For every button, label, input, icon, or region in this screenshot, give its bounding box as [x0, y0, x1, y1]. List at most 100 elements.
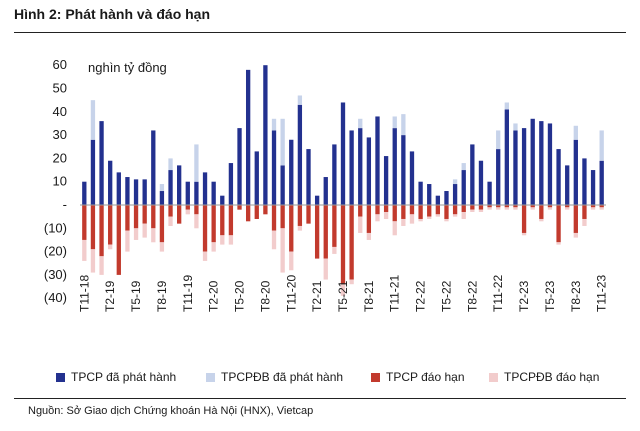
x-tick-label: T5-20 — [233, 280, 247, 312]
bar-tpcp-issued — [383, 156, 389, 205]
bar-tpcp-matured — [177, 205, 182, 224]
x-tick-label: T11-21 — [388, 275, 402, 312]
y-tick-label: 40 — [53, 104, 67, 119]
bar-tpcp-matured — [168, 205, 173, 217]
bar-tpcpdb-matured — [99, 256, 104, 275]
bar-tpcpdb-issued — [168, 158, 173, 171]
bar-tpcp-issued — [151, 130, 156, 205]
y-tick-label: 20 — [53, 150, 67, 165]
bar-tpcpdb-matured — [108, 244, 113, 250]
y-tick-label: (10) — [44, 220, 67, 235]
bar-tpcpdb-matured — [297, 225, 303, 231]
bar-tpcp-matured — [340, 205, 346, 285]
bar-tpcp-matured — [435, 205, 441, 215]
bar-tpcpdb-matured — [401, 218, 406, 226]
bar-tpcp-matured — [133, 205, 139, 229]
bar-tpcp-matured — [521, 205, 527, 233]
bar-tpcp-matured — [297, 205, 303, 226]
bar-tpcp-matured — [427, 205, 432, 217]
bar-tpcp-matured — [194, 205, 199, 215]
bar-tpcpdb-matured — [435, 214, 441, 217]
bar-tpcpdb-matured — [340, 284, 346, 296]
bar-tpcpdb-matured — [530, 207, 535, 210]
bar-tpcp-issued — [194, 181, 199, 205]
y-tick-label: (40) — [44, 290, 67, 305]
bar-tpcpdb-matured — [194, 214, 199, 229]
x-axis: T11-18 T2-19 T5-19 T8-19 T11-19 T2-20 T5-20 T8-… — [77, 275, 608, 312]
bar-tpcpdb-matured — [504, 207, 509, 210]
bar-tpcp-issued — [392, 128, 397, 205]
y-tick-label: 50 — [53, 81, 67, 96]
bar-tpcp-issued — [461, 170, 466, 205]
bar-tpcp-issued — [366, 137, 372, 205]
bar-tpcpdb-matured — [271, 230, 277, 250]
bar-tpcp-matured — [366, 205, 372, 233]
x-tick-label: T2-21 — [310, 280, 324, 312]
bar-tpcp-matured — [211, 205, 216, 243]
bar-tpcp-matured — [99, 205, 104, 257]
bar-tpcpdb-matured — [496, 207, 501, 210]
bar-tpcp-issued — [108, 160, 113, 205]
x-tick-label: T8-21 — [362, 280, 376, 312]
x-tick-label: T8-19 — [155, 280, 169, 312]
bar-tpcp-issued — [314, 195, 320, 205]
bar-tpcp-issued — [452, 184, 458, 205]
bar-tpcp-issued — [427, 184, 432, 205]
bar-tpcpdb-matured — [349, 279, 354, 285]
bar-tpcpdb-matured — [590, 207, 596, 210]
bar-tpcpdb-matured — [228, 235, 234, 245]
bar-tpcp-matured — [116, 205, 121, 275]
x-tick-label: T11-23 — [595, 275, 609, 312]
bar-tpcp-issued — [228, 163, 234, 205]
bar-tpcp-matured — [245, 205, 251, 222]
bar-tpcp-issued — [539, 121, 544, 205]
bar-tpcp-issued — [418, 181, 423, 205]
bar-tpcpdb-matured — [90, 249, 96, 273]
bar-tpcp-matured — [513, 205, 518, 208]
bar-tpcp-matured — [504, 205, 509, 208]
bar-tpcp-matured — [358, 205, 363, 217]
bar-tpcp-issued — [487, 181, 492, 205]
bar-tpcp-issued — [133, 179, 139, 205]
legend-item-tpcp-matured: TPCP đáo hạn — [371, 370, 465, 384]
bar-tpcp-issued — [340, 102, 346, 205]
bar-tpcp-matured — [547, 205, 553, 208]
y-tick-label: (30) — [44, 267, 67, 282]
bar-tpcp-matured — [375, 205, 380, 215]
bar-tpcp-matured — [418, 205, 423, 219]
bar-tpcp-issued — [582, 158, 587, 205]
bar-tpcp-matured — [582, 205, 587, 219]
legend-swatch-tpcpdb-issued — [206, 372, 215, 382]
legend-label-tpcpdb-issued: TPCPĐB đã phát hành — [221, 370, 344, 384]
bar-tpcp-matured — [409, 205, 415, 215]
bar-tpcp-issued — [202, 172, 208, 205]
bar-tpcp-matured — [590, 205, 596, 208]
bar-tpcpdb-matured — [392, 221, 397, 236]
bar-tpcpdb-matured — [444, 218, 449, 222]
bar-tpcp-issued — [513, 130, 518, 205]
y-tick-label: 30 — [53, 127, 67, 142]
bar-tpcp-matured — [565, 205, 570, 208]
x-tick-label: T5-22 — [439, 280, 453, 312]
bar-tpcp-issued — [177, 165, 182, 205]
bar-tpcp-issued — [435, 195, 441, 205]
bar-tpcp-matured — [470, 205, 475, 210]
x-tick-label: T5-21 — [336, 280, 350, 312]
bar-tpcp-issued — [90, 139, 96, 205]
bar-tpcpdb-matured — [168, 216, 173, 226]
bar-tpcp-issued — [504, 109, 509, 205]
bar-tpcpdb-matured — [366, 232, 372, 240]
bar-tpcpdb-issued — [358, 118, 363, 129]
legend-swatch-tpcpdb-matured — [489, 372, 498, 382]
bar-tpcp-issued — [349, 130, 354, 205]
bar-tpcpdb-issued — [297, 95, 303, 105]
bar-tpcp-matured — [323, 205, 328, 259]
bar-tpcp-matured — [289, 205, 294, 252]
y-tick-label: 10 — [53, 174, 67, 189]
bar-tpcpdb-matured — [487, 207, 492, 210]
bar-tpcp-issued — [375, 116, 380, 205]
bar-tpcpdb-matured — [220, 235, 225, 245]
bar-tpcpdb-matured — [82, 239, 87, 261]
bar-tpcpdb-matured — [375, 214, 380, 222]
bar-tpcp-issued — [116, 172, 121, 205]
